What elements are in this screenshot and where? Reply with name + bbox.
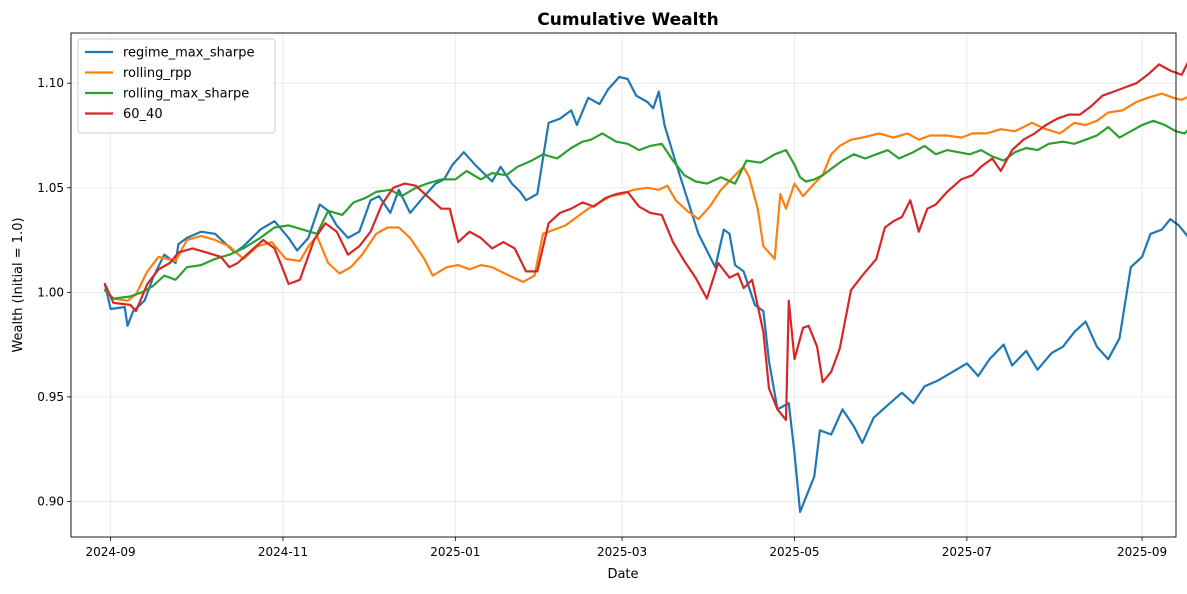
y-tick-label: 1.05 xyxy=(37,181,64,195)
y-tick-label: 0.90 xyxy=(37,494,64,508)
legend-label: 60_40 xyxy=(123,107,163,122)
legend-box xyxy=(77,38,276,134)
y-axis: 0.90 0.95 1.00 1.05 1.10 xyxy=(37,76,71,508)
x-tick-label: 2025-01 xyxy=(430,545,480,559)
x-tick-label: 2024-11 xyxy=(258,545,308,559)
x-tick-label: 2025-03 xyxy=(597,545,647,559)
chart-title: Cumulative Wealth xyxy=(537,10,718,30)
x-tick-label: 2025-07 xyxy=(942,545,992,559)
x-tick-label: 2025-05 xyxy=(769,545,819,559)
legend-label: rolling_rpp xyxy=(123,66,192,81)
x-tick-label: 2025-09 xyxy=(1117,545,1167,559)
legend-label: rolling_max_sharpe xyxy=(123,87,249,102)
y-axis-label: Wealth (Initial = 1.0) xyxy=(11,217,26,352)
y-tick-label: 1.10 xyxy=(37,76,64,90)
series-line-rolling-max-sharpe xyxy=(103,119,1187,300)
series-layer xyxy=(103,61,1187,513)
legend: regime_max_sharpe rolling_rpp rolling_max_… xyxy=(77,38,276,134)
x-tick-label: 2024-09 xyxy=(85,545,135,559)
y-tick-label: 0.95 xyxy=(37,390,64,404)
legend-label: regime_max_sharpe xyxy=(123,46,254,61)
series-line-regime-max-sharpe xyxy=(103,75,1187,513)
x-axis: 2024-09 2024-11 2025-01 2025-03 2025-05 2025-… xyxy=(85,537,1167,559)
plot-area-frame xyxy=(70,32,1177,538)
y-tick-label: 1.00 xyxy=(37,285,64,299)
series-line-rolling-rpp xyxy=(103,92,1187,302)
series-line-60-40 xyxy=(103,61,1187,421)
x-axis-label: Date xyxy=(607,567,638,582)
